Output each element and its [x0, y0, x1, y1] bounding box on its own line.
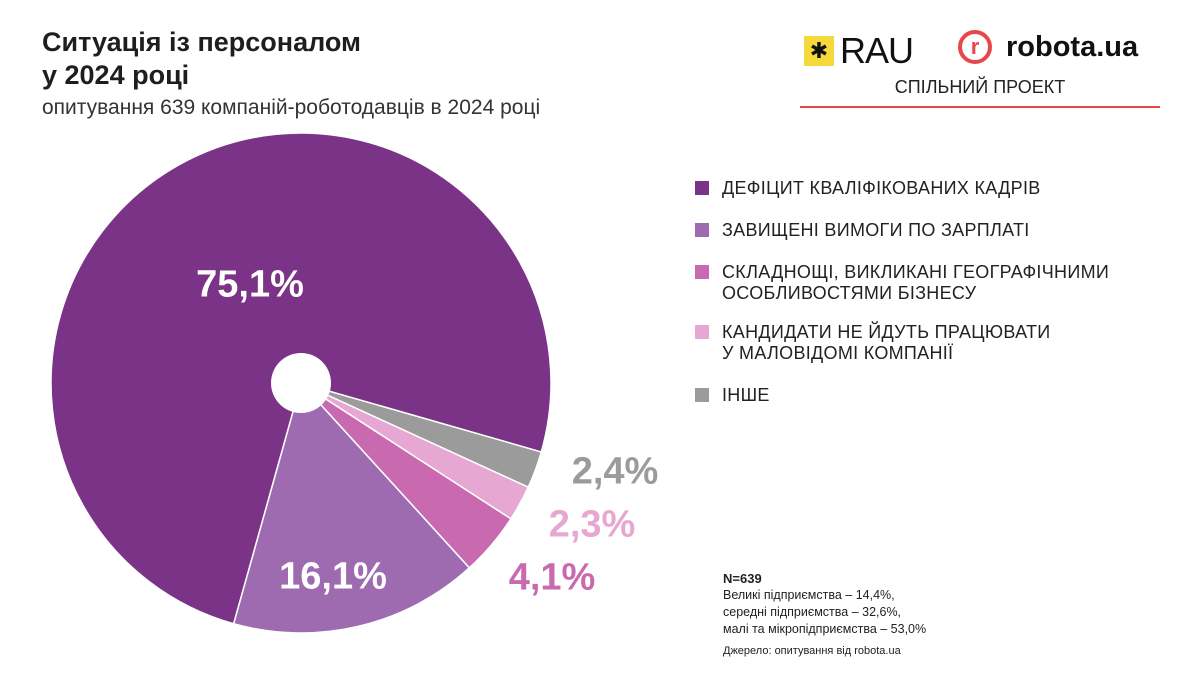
robota-r-icon: r — [958, 30, 992, 64]
legend-item: ІНШЕ — [695, 385, 770, 406]
title-line-1: Ситуація із персоналом — [42, 27, 362, 57]
subtitle: опитування 639 компаній-роботодавців в 2… — [42, 96, 541, 119]
rau-logo: ✱ RAU — [804, 30, 914, 72]
robota-text: robota.ua — [1006, 30, 1139, 63]
note-line: малі та мікропідприємства – 53,0% — [723, 622, 927, 636]
note-line: Великі підприємства – 14,4%, — [723, 588, 895, 602]
center-hole — [271, 353, 331, 413]
note-line: середні підприємства – 32,6%, — [723, 605, 902, 619]
slice-label: 16,1% — [279, 555, 387, 598]
legend-swatch — [695, 223, 709, 237]
legend-swatch — [695, 325, 709, 339]
legend-item: ЗАВИЩЕНІ ВИМОГИ ПО ЗАРПЛАТІ — [695, 220, 1030, 241]
legend-item: КАНДИДАТИ НЕ ЙДУТЬ ПРАЦЮВАТИ У МАЛОВІДОМІ… — [695, 322, 1051, 364]
legend-label: СКЛАДНОЩІ, ВИКЛИКАНІ ГЕОГРАФІЧНИМИ ОСОБЛИ… — [722, 262, 1110, 303]
legend-item: ДЕФІЦИТ КВАЛІФІКОВАНИХ КАДРІВ — [695, 178, 1041, 199]
notes: N=639 Великі підприємства – 14,4%, серед… — [723, 570, 926, 660]
slice-label: 4,1% — [508, 556, 596, 599]
slice-label: 75,1% — [196, 263, 304, 306]
legend-item: СКЛАДНОЩІ, ВИКЛИКАНІ ГЕОГРАФІЧНИМИ ОСОБЛИ… — [695, 262, 1109, 304]
pie-slice — [232, 381, 471, 634]
source-note: Джерело: опитування від robota.ua — [723, 645, 901, 657]
legend-label: ДЕФІЦИТ КВАЛІФІКОВАНИХ КАДРІВ — [722, 178, 1041, 198]
divider — [800, 106, 1160, 108]
joint-project-label: СПІЛЬНИЙ ПРОЕКТ — [894, 77, 1066, 97]
legend-label: ЗАВИЩЕНІ ВИМОГИ ПО ЗАРПЛАТІ — [722, 220, 1030, 240]
legend-label: КАНДИДАТИ НЕ ЙДУТЬ ПРАЦЮВАТИ У МАЛОВІДОМІ… — [722, 322, 1051, 363]
slice-label: 2,4% — [571, 450, 659, 493]
rau-star-icon: ✱ — [804, 36, 834, 66]
legend-swatch — [695, 181, 709, 195]
legend-swatch — [695, 265, 709, 279]
robota-logo: r robota.ua — [958, 30, 1138, 64]
legend-swatch — [695, 388, 709, 402]
page-title: Ситуація із персоналом у 2024 році — [42, 26, 442, 92]
sample-size: N=639 — [723, 571, 762, 586]
slice-label: 2,3% — [548, 503, 636, 546]
pie-chart — [50, 132, 552, 634]
title-line-2: у 2024 році — [42, 60, 190, 90]
legend-label: ІНШЕ — [722, 385, 770, 405]
rau-text: RAU — [840, 30, 914, 71]
